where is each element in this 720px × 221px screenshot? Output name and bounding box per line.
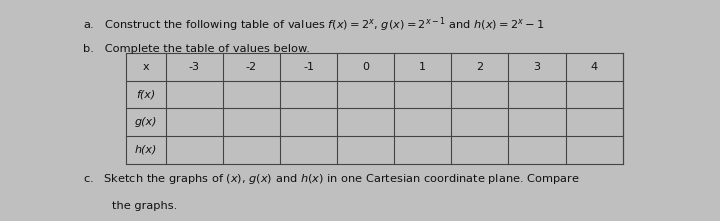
Text: -3: -3 bbox=[189, 62, 199, 72]
Text: f(x): f(x) bbox=[136, 90, 156, 99]
Text: 3: 3 bbox=[534, 62, 541, 72]
Text: 1: 1 bbox=[419, 62, 426, 72]
Text: g(x): g(x) bbox=[135, 117, 157, 127]
Text: 2: 2 bbox=[477, 62, 484, 72]
Text: a.   Construct the following table of values $f(x) = 2^x$, $g(x) = 2^{x-1}$ and : a. Construct the following table of valu… bbox=[83, 15, 544, 34]
Text: x: x bbox=[143, 62, 149, 72]
Text: -1: -1 bbox=[303, 62, 314, 72]
Text: b.   Complete the table of values below.: b. Complete the table of values below. bbox=[83, 44, 310, 54]
Text: 0: 0 bbox=[362, 62, 369, 72]
Text: -2: -2 bbox=[246, 62, 257, 72]
Text: c.   Sketch the graphs of $(x)$, $g(x)$ and $h(x)$ in one Cartesian coordinate p: c. Sketch the graphs of $(x)$, $g(x)$ an… bbox=[83, 172, 580, 186]
Text: 4: 4 bbox=[590, 62, 598, 72]
Text: h(x): h(x) bbox=[135, 145, 157, 155]
Text: the graphs.: the graphs. bbox=[112, 201, 177, 211]
